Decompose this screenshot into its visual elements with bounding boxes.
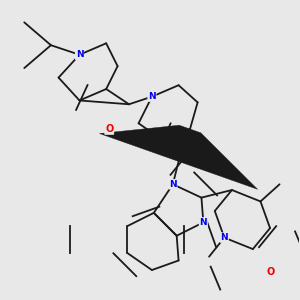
Text: N: N [169,180,177,189]
Text: O: O [105,124,113,134]
Text: N: N [76,50,83,59]
Text: N: N [148,92,156,101]
Text: O: O [267,267,275,277]
Polygon shape [100,125,258,189]
Text: N: N [200,218,207,227]
Text: N: N [220,233,228,242]
